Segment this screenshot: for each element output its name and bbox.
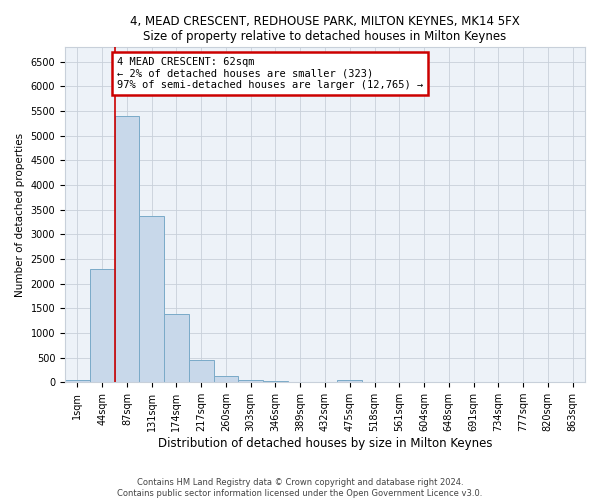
Text: Contains HM Land Registry data © Crown copyright and database right 2024.
Contai: Contains HM Land Registry data © Crown c… — [118, 478, 482, 498]
Bar — [90, 269, 115, 382]
Bar — [115, 116, 139, 382]
Y-axis label: Number of detached properties: Number of detached properties — [15, 132, 25, 296]
Bar — [263, 380, 288, 382]
Title: 4, MEAD CRESCENT, REDHOUSE PARK, MILTON KEYNES, MK14 5FX
Size of property relati: 4, MEAD CRESCENT, REDHOUSE PARK, MILTON … — [130, 15, 520, 43]
Bar — [139, 216, 164, 382]
Bar — [189, 360, 214, 382]
Bar — [214, 376, 238, 382]
Bar — [164, 314, 189, 382]
Bar — [337, 380, 362, 382]
Bar — [238, 380, 263, 382]
Text: 4 MEAD CRESCENT: 62sqm
← 2% of detached houses are smaller (323)
97% of semi-det: 4 MEAD CRESCENT: 62sqm ← 2% of detached … — [117, 57, 423, 90]
X-axis label: Distribution of detached houses by size in Milton Keynes: Distribution of detached houses by size … — [158, 437, 492, 450]
Bar — [65, 380, 90, 382]
